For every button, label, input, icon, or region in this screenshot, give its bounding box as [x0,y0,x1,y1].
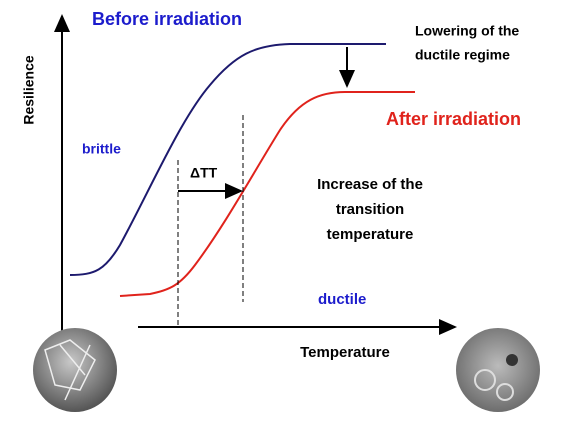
x-axis-label: Temperature [300,344,390,361]
delta-label: ΔTT [190,165,218,181]
increase-label: temperature [327,226,414,243]
y-axis-label: Resilience [21,55,37,124]
increase-label: transition [336,201,404,218]
brittle-micrograph [33,328,117,412]
lowering-label: Lowering of the [415,23,519,39]
ductile-label: ductile [318,291,366,308]
lowering-label: ductile regime [415,47,510,63]
before-label: Before irradiation [92,9,242,29]
before-curve [69,43,386,276]
after-curve [119,91,415,297]
after-label: After irradiation [386,109,521,129]
ductile-micrograph [456,328,540,412]
brittle-label: brittle [82,141,121,157]
increase-label: Increase of the [317,176,423,193]
